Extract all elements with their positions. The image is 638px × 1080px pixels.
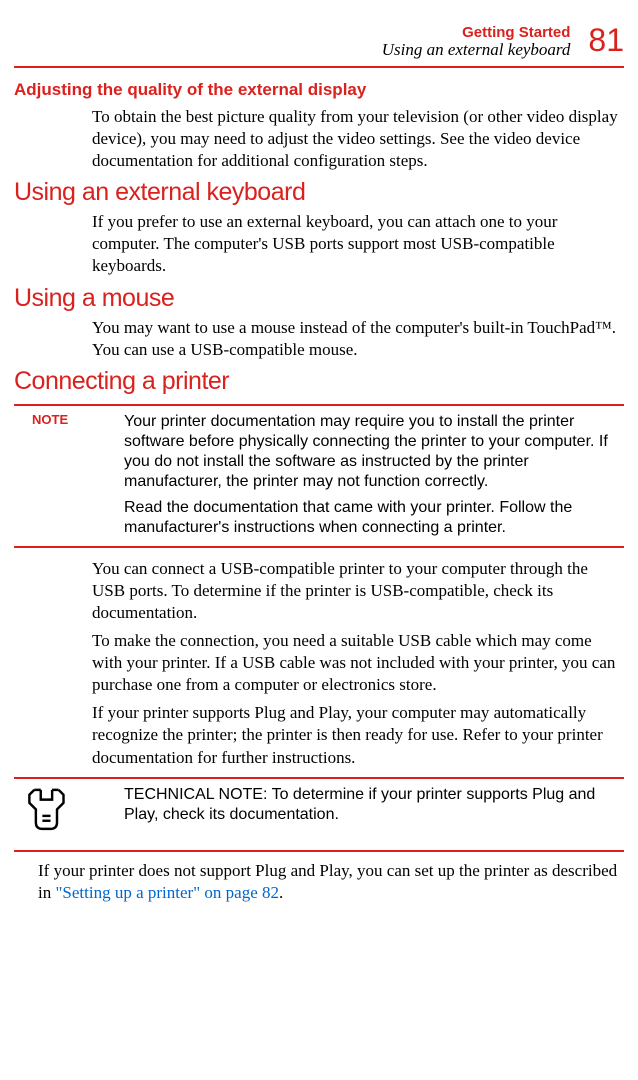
heading-printer: Connecting a printer	[14, 367, 624, 396]
heading-adjust-display: Adjusting the quality of the external di…	[14, 80, 624, 100]
paragraph-usb-3: If your printer supports Plug and Play, …	[92, 702, 624, 768]
chapter-name: Getting Started	[382, 24, 571, 41]
paragraph-final: If your printer does not support Plug an…	[38, 860, 624, 904]
page-number: 81	[588, 24, 624, 56]
section-name: Using an external keyboard	[382, 41, 571, 58]
header-text: Getting Started Using an external keyboa…	[382, 24, 571, 58]
note-label: NOTE	[14, 412, 124, 538]
paragraph-usb-2: To make the connection, you need a suita…	[92, 630, 624, 696]
paragraph-keyboard: If you prefer to use an external keyboar…	[92, 211, 624, 277]
link-setting-up-printer[interactable]: "Setting up a printer" on page 82	[55, 883, 279, 902]
note-text: Your printer documentation may require y…	[124, 412, 624, 538]
header-rule	[14, 66, 624, 68]
heading-external-keyboard: Using an external keyboard	[14, 178, 624, 207]
note-paragraph-1: Your printer documentation may require y…	[124, 412, 624, 492]
note-paragraph-2: Read the documentation that came with yo…	[124, 498, 624, 538]
paragraph-mouse: You may want to use a mouse instead of t…	[92, 317, 624, 361]
paragraph-adjust: To obtain the best picture quality from …	[92, 106, 624, 172]
final-text-post: .	[279, 883, 283, 902]
note-block: NOTE Your printer documentation may requ…	[14, 404, 624, 548]
heading-mouse: Using a mouse	[14, 284, 624, 313]
technical-note-text: TECHNICAL NOTE: To determine if your pri…	[124, 785, 624, 825]
paragraph-usb-1: You can connect a USB-compatible printer…	[92, 558, 624, 624]
wrench-icon	[14, 785, 124, 842]
page-header: Getting Started Using an external keyboa…	[14, 24, 624, 58]
technical-note-block: TECHNICAL NOTE: To determine if your pri…	[14, 777, 624, 852]
